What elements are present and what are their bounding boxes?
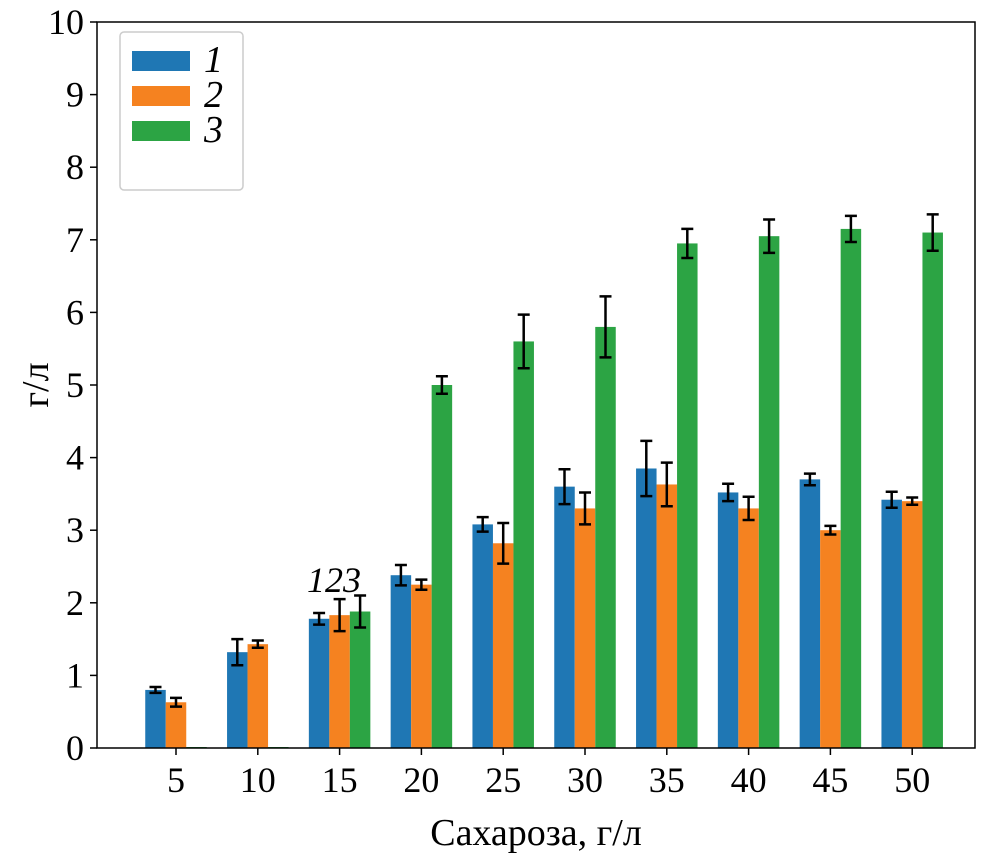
bar-series-1: [554, 486, 575, 748]
bar-series-1: [472, 524, 493, 748]
y-tick-label: 8: [66, 147, 84, 187]
error-bar: [354, 594, 367, 629]
bar-series-1: [145, 689, 166, 748]
bar-series-1: [308, 618, 330, 748]
error-bar: [824, 524, 837, 536]
y-tick-label: 6: [66, 292, 84, 332]
error-bar: [435, 375, 448, 395]
legend: 123: [119, 31, 244, 191]
x-tick-label: 40: [731, 760, 767, 800]
legend-label-1: 1: [204, 39, 223, 81]
bar-series-3: [677, 243, 698, 748]
bar-series-1: [881, 499, 902, 748]
bar-series-2: [901, 501, 923, 748]
bar-series-3: [758, 236, 780, 749]
error-bar: [497, 521, 510, 565]
bar-series-3: [513, 341, 534, 748]
y-tick-label: 7: [66, 220, 84, 260]
bar-series-1: [799, 479, 821, 748]
bar-series-3: [595, 326, 616, 748]
error-bar: [742, 495, 755, 522]
y-tick-label: 1: [66, 655, 84, 695]
bar-series-1: [227, 652, 248, 748]
bar-series-2: [574, 508, 596, 748]
x-tick-label: 35: [649, 760, 685, 800]
error-bar: [844, 214, 857, 244]
bar-series-1: [636, 468, 657, 748]
y-tick-label: 9: [66, 75, 84, 115]
error-bar: [579, 491, 591, 526]
bar-series-3: [431, 385, 453, 748]
y-tick-label: 5: [66, 365, 84, 405]
x-tick-label: 10: [240, 760, 276, 800]
bar-series-2: [738, 508, 759, 748]
error-bar: [722, 482, 735, 503]
error-bar: [251, 639, 264, 650]
error-bar: [313, 611, 326, 626]
legend-swatch-2: [132, 86, 190, 106]
bar-series-3: [922, 232, 943, 749]
x-tick-label: 30: [567, 760, 603, 800]
error-bar: [660, 461, 673, 508]
x-axis-label: Сахароза, г/л: [430, 812, 642, 854]
x-tick-label: 25: [485, 760, 521, 800]
bar-series-3: [840, 228, 862, 748]
error-bar: [558, 467, 571, 506]
legend-label-2: 2: [204, 74, 223, 116]
error-bar: [885, 490, 898, 509]
x-tick-label: 50: [894, 760, 930, 800]
y-tick-label: 0: [66, 728, 84, 768]
legend-swatch-3: [132, 121, 190, 141]
bar-series-2: [411, 584, 432, 748]
x-tick-label: 45: [812, 760, 848, 800]
x-tick-label: 15: [322, 760, 358, 800]
bar-series-2: [820, 530, 841, 748]
error-bar: [170, 696, 182, 708]
error-bar: [640, 439, 653, 498]
legend-swatch-1: [132, 51, 190, 71]
error-bar: [681, 227, 694, 260]
annotation-label: 123: [307, 560, 361, 600]
bar-series-2: [247, 644, 269, 748]
bar-series-1: [390, 575, 412, 748]
error-bar: [333, 597, 346, 633]
y-tick-label: 3: [66, 510, 84, 550]
bar-series-3: [349, 611, 371, 748]
error-bar: [763, 218, 776, 255]
x-tick-label: 20: [403, 760, 439, 800]
bar-series-1: [717, 492, 739, 748]
x-tick-label: 5: [167, 760, 185, 800]
error-bar: [906, 496, 919, 507]
y-tick-label: 10: [48, 2, 84, 42]
error-bar: [394, 563, 407, 587]
error-bar: [517, 313, 530, 370]
error-bar: [476, 515, 489, 533]
bar-series-2: [165, 702, 187, 748]
legend-label-3: 3: [203, 109, 223, 151]
legend-box: [119, 31, 244, 191]
error-bar: [926, 213, 939, 252]
error-bar: [599, 295, 612, 359]
error-bar: [231, 637, 244, 667]
bar-series-2: [492, 543, 514, 748]
bar-series-2: [656, 484, 678, 748]
y-tick-label: 2: [66, 583, 84, 623]
y-axis-label: г/л: [15, 362, 57, 407]
bar-series-2: [329, 615, 350, 748]
error-bar: [803, 472, 816, 487]
error-bar: [415, 578, 428, 591]
y-tick-label: 4: [66, 438, 84, 478]
error-bar: [149, 685, 162, 695]
